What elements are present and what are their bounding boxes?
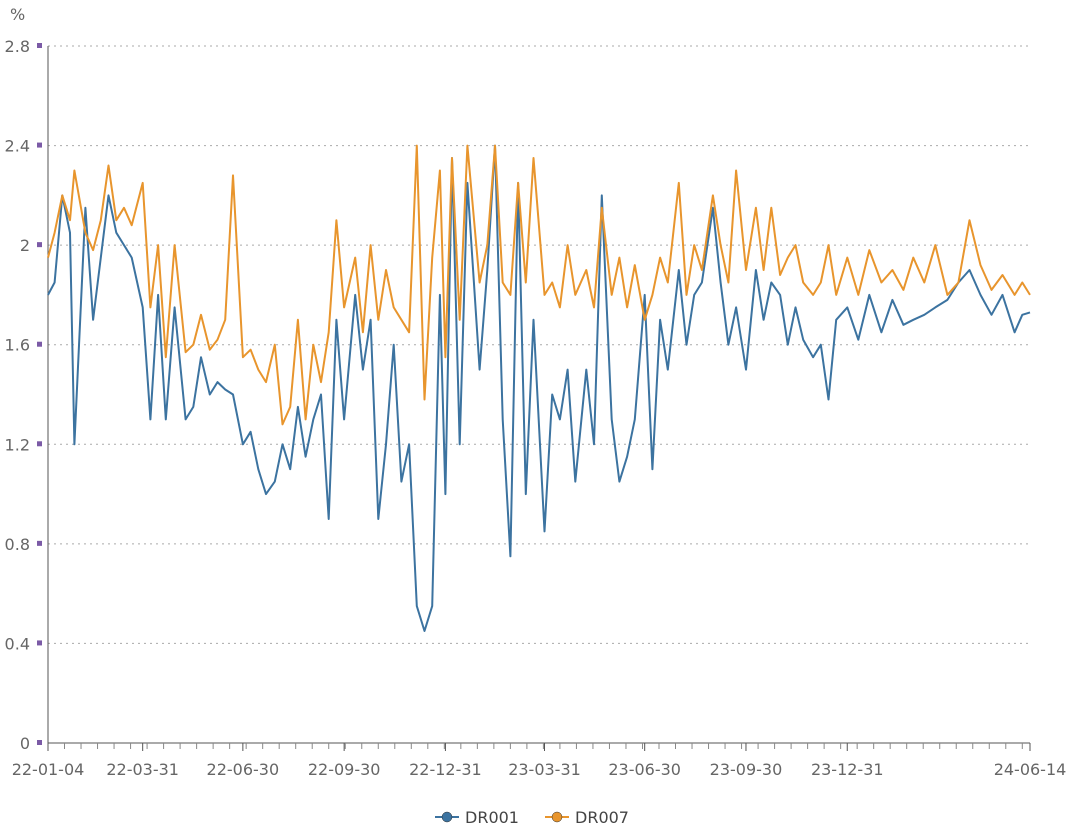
- x-tick-label: 22-09-30: [308, 760, 381, 779]
- legend-label: DR007: [575, 808, 629, 827]
- y-unit-label: %: [10, 5, 25, 24]
- x-tick-label: 22-06-30: [207, 760, 280, 779]
- series-line-dr007: [47, 144, 1031, 426]
- y-tick-marker: [37, 242, 42, 248]
- x-tick-label: 23-09-30: [710, 760, 783, 779]
- y-tick-label: 1.6: [5, 336, 30, 355]
- legend-marker-icon: [441, 811, 453, 823]
- y-tick-label: 0: [20, 734, 30, 753]
- series-line-dr001: [47, 144, 1031, 632]
- legend-item-dr001: DR001: [435, 808, 519, 827]
- y-tick-label: 2.4: [5, 137, 30, 156]
- y-tick-label: 0.8: [5, 535, 30, 554]
- y-tick-marker: [37, 540, 42, 546]
- y-tick-marker: [37, 441, 42, 447]
- x-tick-label: 24-06-14: [994, 760, 1067, 779]
- legend-item-dr007: DR007: [545, 808, 629, 827]
- y-tick-marker: [37, 142, 42, 148]
- y-tick-marker: [37, 740, 42, 745]
- axes: 0 0.4 0.8 1.2 1.6 2 2.4 2.8 22-01-04 22-03-31 22-0…: [5, 37, 1067, 779]
- x-tick-label: 23-12-31: [811, 760, 884, 779]
- x-tick-label: 22-01-04: [12, 760, 85, 779]
- y-tick-marker: [37, 640, 42, 646]
- y-tick-label: 0.4: [5, 634, 30, 653]
- y-tick-label: 2.8: [5, 37, 30, 56]
- legend-marker-icon: [551, 811, 563, 823]
- y-tick-marker: [37, 43, 42, 48]
- gridlines: [48, 45, 1030, 644]
- y-tick-label: 1.2: [5, 435, 30, 454]
- y-tick-marker: [37, 341, 42, 347]
- series-lines: [47, 144, 1031, 632]
- x-tick-label: 22-12-31: [409, 760, 482, 779]
- y-tick-label: 2: [20, 236, 30, 255]
- x-tick-label: 22-03-31: [106, 760, 179, 779]
- x-tick-label: 23-06-30: [608, 760, 681, 779]
- legend-label: DR001: [465, 808, 519, 827]
- legend: DR001 DR007: [435, 808, 629, 827]
- x-tick-label: 23-03-31: [508, 760, 581, 779]
